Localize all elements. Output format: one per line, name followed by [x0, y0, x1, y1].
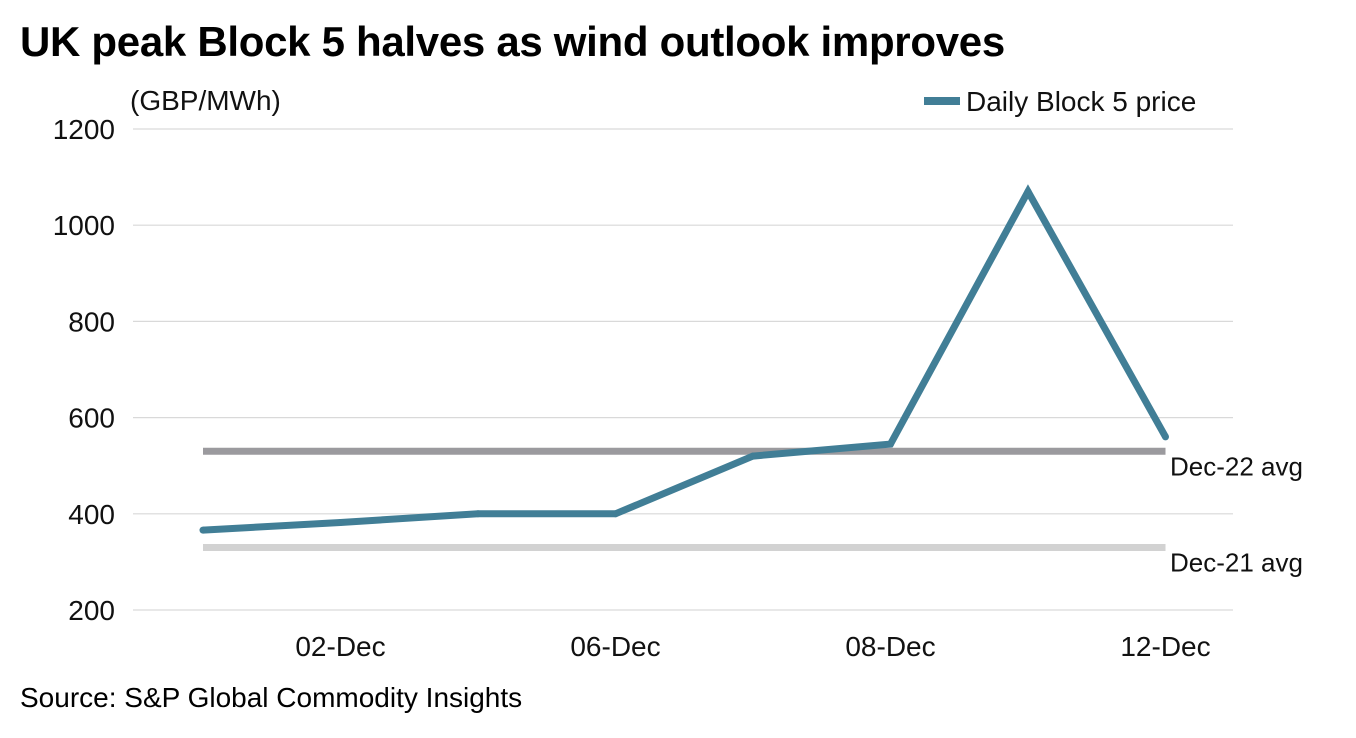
data-point-1 [337, 518, 344, 526]
x-tick-label-12-Dec: 12-Dec [1120, 631, 1210, 662]
series-lines [199, 184, 1169, 534]
data-point-3 [612, 510, 619, 518]
source-note: Source: S&P Global Commodity Insights [20, 682, 523, 713]
y-tick-label-1200: 1200 [53, 114, 115, 145]
legend: Daily Block 5 price [924, 86, 1196, 117]
chart-title: UK peak Block 5 halves as wind outlook i… [20, 18, 1005, 65]
x-axis-ticks: 02-Dec 06-Dec 08-Dec 12-Dec [295, 631, 1210, 662]
y-tick-label-200: 200 [68, 595, 115, 626]
legend-label: Daily Block 5 price [966, 86, 1196, 117]
x-tick-label-02-Dec: 02-Dec [295, 631, 385, 662]
data-point-6 [1024, 188, 1032, 196]
series-line-0 [202, 184, 1169, 534]
y-axis-ticks: 200 400 600 800 1000 1200 [53, 114, 115, 626]
ref-label-dec-22-avg: Dec-22 avg [1170, 451, 1303, 481]
reference-lines: Dec-22 avg Dec-21 avg [203, 447, 1303, 577]
y-tick-label-400: 400 [68, 499, 115, 530]
data-point-0 [199, 526, 207, 534]
data-point-2 [474, 510, 482, 518]
ref-label-dec-21-avg: Dec-21 avg [1170, 547, 1303, 577]
data-point-4 [749, 452, 757, 460]
y-axis-unit-label: (GBP/MWh) [130, 85, 281, 116]
x-tick-label-08-Dec: 08-Dec [845, 631, 935, 662]
data-point-7 [1162, 433, 1169, 441]
gridlines [133, 128, 1233, 611]
y-tick-label-600: 600 [68, 403, 115, 434]
data-point-5 [887, 440, 894, 448]
y-tick-label-800: 800 [68, 306, 115, 337]
x-tick-label-06-Dec: 06-Dec [570, 631, 660, 662]
y-tick-label-1000: 1000 [53, 210, 115, 241]
